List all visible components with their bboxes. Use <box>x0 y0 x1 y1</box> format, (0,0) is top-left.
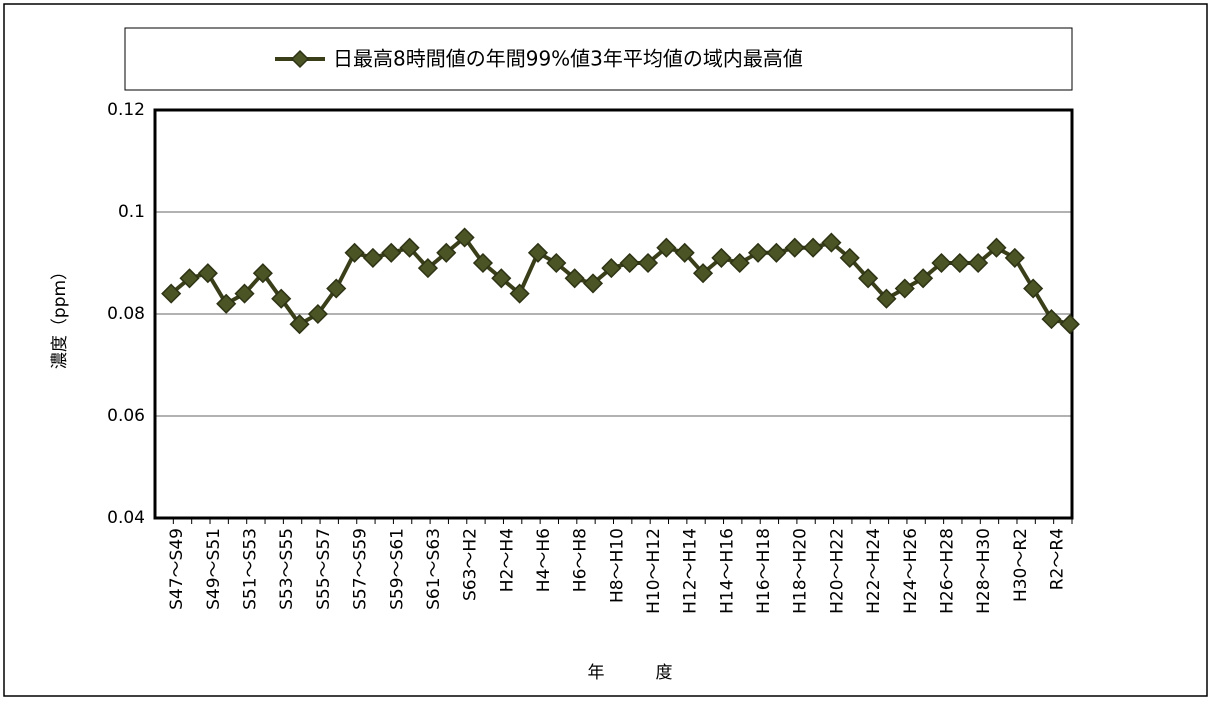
marker <box>968 252 989 274</box>
x-tick-label: R2～R4 <box>1047 528 1067 590</box>
x-tick-label: S51～S53 <box>241 528 261 610</box>
marker <box>491 268 512 289</box>
y-tick-label: 0.12 <box>107 100 145 120</box>
marker <box>1004 247 1025 268</box>
marker <box>931 252 952 274</box>
x-tick-label: H24～H26 <box>901 528 921 614</box>
marker <box>1023 278 1044 299</box>
marker <box>986 237 1007 258</box>
marker <box>234 283 255 304</box>
x-tick-label: H2～H4 <box>497 528 517 592</box>
marker <box>949 252 970 274</box>
x-tick-label: H28～H30 <box>974 528 994 614</box>
marker <box>839 247 860 268</box>
marker <box>271 288 292 309</box>
marker <box>601 258 622 279</box>
marker <box>711 247 732 268</box>
marker <box>656 237 677 258</box>
x-tick-label: H14～H16 <box>717 528 737 614</box>
marker <box>161 283 182 304</box>
legend-marker <box>290 49 310 69</box>
x-tick-label: H18～H20 <box>791 528 811 614</box>
marker <box>729 252 750 274</box>
marker <box>913 268 934 289</box>
x-tick-label: H4～H6 <box>534 528 554 592</box>
y-tick-label: 0.04 <box>107 508 145 528</box>
marker <box>252 263 273 284</box>
x-tick-label: S61～S63 <box>424 528 444 610</box>
x-tick-label: S55～S57 <box>314 528 334 610</box>
x-tick-label: H20～H22 <box>827 528 847 614</box>
marker <box>179 268 200 289</box>
marker <box>454 227 475 248</box>
marker <box>307 303 328 325</box>
marker <box>197 263 218 284</box>
marker <box>1041 309 1062 330</box>
marker <box>894 278 915 299</box>
marker <box>216 293 237 314</box>
marker <box>417 258 438 279</box>
marker <box>527 242 549 263</box>
x-tick-label: S59～S61 <box>387 528 407 610</box>
frame <box>3 3 1208 697</box>
x-tick-label: H16～H18 <box>754 528 774 614</box>
marker <box>876 288 897 309</box>
marker <box>674 242 695 263</box>
marker <box>821 232 842 253</box>
x-tick-label: H10～H12 <box>644 528 664 614</box>
marker <box>637 252 659 274</box>
marker <box>362 247 383 268</box>
x-tick-label: S53～S55 <box>277 528 297 610</box>
marker <box>1059 314 1080 335</box>
series-line <box>169 234 1071 327</box>
marker <box>472 252 494 274</box>
marker <box>747 242 769 263</box>
y-axis-label: 濃度（ppm） <box>50 263 70 369</box>
x-axis-label: 年 度 <box>588 663 673 683</box>
x-tick-label: S47～S49 <box>167 528 187 610</box>
marker <box>399 237 420 258</box>
marker <box>766 242 787 263</box>
marker <box>858 268 879 289</box>
x-tick-label: H8～H10 <box>607 528 627 603</box>
x-tick-label: H22～H24 <box>864 528 884 614</box>
x-tick-label: S49～S51 <box>204 528 224 610</box>
marker <box>582 273 604 294</box>
marker <box>619 252 640 274</box>
x-tick-label: H30～R2 <box>1011 528 1031 602</box>
x-tick-label: H6～H8 <box>571 528 591 592</box>
y-tick-label: 0.1 <box>118 202 145 222</box>
marker <box>509 283 530 304</box>
marker <box>344 242 365 263</box>
marker <box>546 252 567 274</box>
x-tick-label: H12～H14 <box>681 528 701 614</box>
marker <box>803 237 824 258</box>
marker <box>381 242 402 263</box>
marker <box>692 263 714 284</box>
x-tick-label: S63～H2 <box>461 528 481 601</box>
legend-label: 日最高8時間値の年間99%値3年平均値の域内最高値 <box>333 47 803 71</box>
marker <box>784 237 805 258</box>
marker <box>289 314 310 335</box>
x-tick-label: H26～H28 <box>937 528 957 614</box>
marker <box>436 242 457 263</box>
marker <box>326 278 347 299</box>
y-tick-label: 0.06 <box>107 406 145 426</box>
y-tick-label: 0.08 <box>107 304 145 324</box>
x-tick-label: S57～S59 <box>351 528 371 610</box>
marker <box>564 268 585 289</box>
